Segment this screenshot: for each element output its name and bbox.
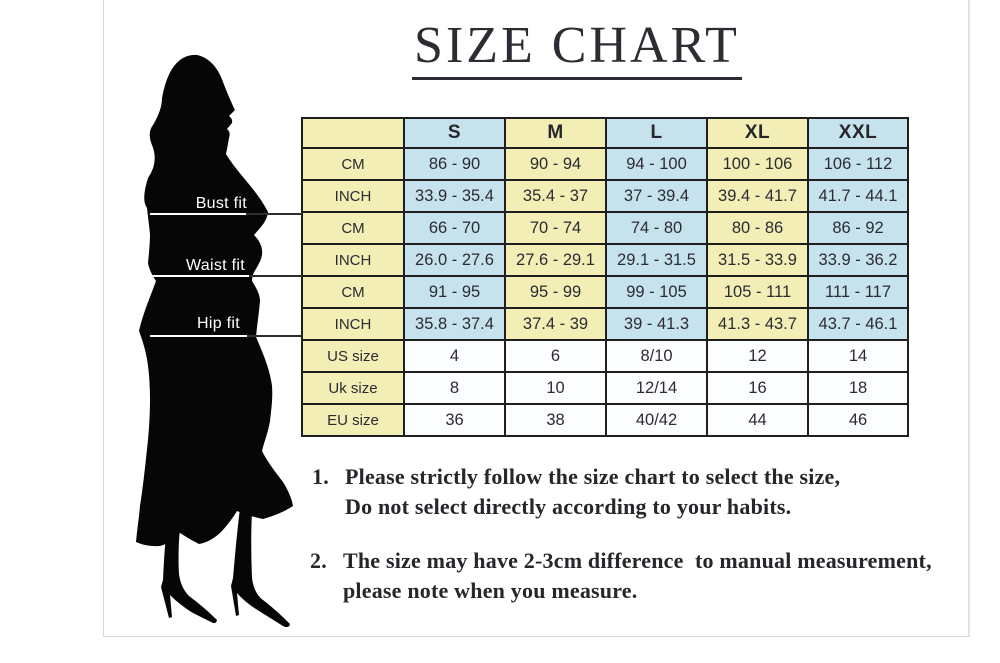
size-value-cell: 74 - 80 xyxy=(605,211,708,245)
waist-fit-label: Waist fit xyxy=(186,257,245,274)
size-value-cell: 44 xyxy=(706,403,809,437)
size-value-cell: 12 xyxy=(706,339,809,373)
row-label: Uk size xyxy=(301,371,405,405)
waist-pointer-underline xyxy=(150,275,249,277)
size-value-cell: 33.9 - 36.2 xyxy=(807,243,909,277)
corner-cell xyxy=(301,117,405,149)
size-value-cell: 41.7 - 44.1 xyxy=(807,179,909,213)
note-2-line-2: please note when you measure. xyxy=(343,578,638,603)
hip-pointer-underline xyxy=(150,335,247,337)
size-value-cell: 99 - 105 xyxy=(605,275,708,309)
note-2-line-1: The size may have 2-3cm difference to ma… xyxy=(343,548,932,573)
size-value-cell: 26.0 - 27.6 xyxy=(403,243,506,277)
size-value-cell: 16 xyxy=(706,371,809,405)
table-row: CM 86 - 90 90 - 94 94 - 100 100 - 106 106 - 1… xyxy=(301,147,909,181)
table-row: US size 4 6 8/10 12 14 xyxy=(301,339,909,373)
image-border-left xyxy=(103,0,104,637)
table-row: INCH 33.9 - 35.4 35.4 - 37 37 - 39.4 39.4 - … xyxy=(301,179,909,213)
size-value-cell: 100 - 106 xyxy=(706,147,809,181)
size-value-cell: 41.3 - 43.7 xyxy=(706,307,809,341)
size-value-cell: 36 xyxy=(403,403,506,437)
size-value-cell: 29.1 - 31.5 xyxy=(605,243,708,277)
size-value-cell: 10 xyxy=(504,371,607,405)
note-1-line-2: Do not select directly according to your… xyxy=(345,494,792,519)
size-value-cell: 95 - 99 xyxy=(504,275,607,309)
size-value-cell: 94 - 100 xyxy=(605,147,708,181)
size-value-cell: 66 - 70 xyxy=(403,211,506,245)
row-label: INCH xyxy=(301,243,405,277)
size-value-cell: 91 - 95 xyxy=(403,275,506,309)
size-value-cell: 12/14 xyxy=(605,371,708,405)
size-value-cell: 27.6 - 29.1 xyxy=(504,243,607,277)
woman-silhouette xyxy=(136,54,293,628)
note-1-number: 1. xyxy=(312,464,329,489)
left-leg-shoe xyxy=(161,518,217,624)
size-value-cell: 33.9 - 35.4 xyxy=(403,179,506,213)
note-1-text: Please strictly follow the size chart to… xyxy=(345,462,840,522)
size-value-cell: 37 - 39.4 xyxy=(605,179,708,213)
note-2-number: 2. xyxy=(310,548,327,573)
note-2-text: The size may have 2-3cm difference to ma… xyxy=(343,546,932,606)
row-label: CM xyxy=(301,147,405,181)
note-2: 2. The size may have 2-3cm difference to… xyxy=(310,546,990,606)
size-value-cell: 70 - 74 xyxy=(504,211,607,245)
size-value-cell: 14 xyxy=(807,339,909,373)
size-value-cell: 39.4 - 41.7 xyxy=(706,179,809,213)
silhouette-shapes xyxy=(136,54,293,628)
row-label: CM xyxy=(301,275,405,309)
image-border-right xyxy=(968,0,970,637)
row-label: CM xyxy=(301,211,405,245)
row-label: INCH xyxy=(301,179,405,213)
size-value-cell: 38 xyxy=(504,403,607,437)
size-value-cell: 86 - 90 xyxy=(403,147,506,181)
size-value-cell: 43.7 - 46.1 xyxy=(807,307,909,341)
size-value-cell: 111 - 117 xyxy=(807,275,909,309)
table-row: INCH 35.8 - 37.4 37.4 - 39 39 - 41.3 41.3 - … xyxy=(301,307,909,341)
size-value-cell: 37.4 - 39 xyxy=(504,307,607,341)
size-value-cell: 31.5 - 33.9 xyxy=(706,243,809,277)
bust-fit-label: Bust fit xyxy=(195,195,247,212)
note-1-line-1: Please strictly follow the size chart to… xyxy=(345,464,841,489)
size-value-cell: 86 - 92 xyxy=(807,211,909,245)
size-table-body: CM 86 - 90 90 - 94 94 - 100 100 - 106 106 - 1… xyxy=(301,147,909,437)
size-header-xl: XL xyxy=(706,117,809,149)
size-header-l: L xyxy=(605,117,708,149)
size-value-cell: 40/42 xyxy=(605,403,708,437)
size-value-cell: 4 xyxy=(403,339,506,373)
size-value-cell: 105 - 111 xyxy=(706,275,809,309)
table-row: INCH 26.0 - 27.6 27.6 - 29.1 29.1 - 31.5 31.… xyxy=(301,243,909,277)
table-row: CM 91 - 95 95 - 99 99 - 105 105 - 111 111 - 1… xyxy=(301,275,909,309)
table-row: Uk size 8 10 12/14 16 18 xyxy=(301,371,909,405)
row-label: INCH xyxy=(301,307,405,341)
row-label: EU size xyxy=(301,403,405,437)
size-value-cell: 90 - 94 xyxy=(504,147,607,181)
image-border-bottom xyxy=(103,636,970,637)
size-value-cell: 6 xyxy=(504,339,607,373)
size-header-row: S M L XL XXL xyxy=(301,117,909,149)
size-header-m: M xyxy=(504,117,607,149)
size-value-cell: 106 - 112 xyxy=(807,147,909,181)
size-chart-table: S M L XL XXL CM 86 - 90 90 - 94 94 - 100 100… xyxy=(301,117,909,437)
size-value-cell: 8/10 xyxy=(605,339,708,373)
size-value-cell: 80 - 86 xyxy=(706,211,809,245)
size-value-cell: 39 - 41.3 xyxy=(605,307,708,341)
size-header-xxl: XXL xyxy=(807,117,909,149)
bust-pointer-underline xyxy=(150,213,246,215)
right-leg-shoe xyxy=(231,508,290,628)
table-row: CM 66 - 70 70 - 74 74 - 80 80 - 86 86 - 92 xyxy=(301,211,909,245)
size-value-cell: 8 xyxy=(403,371,506,405)
hip-fit-label: Hip fit xyxy=(197,315,240,332)
body-shape xyxy=(136,54,293,547)
table-row: EU size 36 38 40/42 44 46 xyxy=(301,403,909,437)
page-title: SIZE CHART xyxy=(412,20,742,80)
row-label: US size xyxy=(301,339,405,373)
size-value-cell: 35.8 - 37.4 xyxy=(403,307,506,341)
size-header-s: S xyxy=(403,117,506,149)
size-value-cell: 35.4 - 37 xyxy=(504,179,607,213)
note-1: 1. Please strictly follow the size chart… xyxy=(312,462,972,522)
size-value-cell: 46 xyxy=(807,403,909,437)
size-value-cell: 18 xyxy=(807,371,909,405)
